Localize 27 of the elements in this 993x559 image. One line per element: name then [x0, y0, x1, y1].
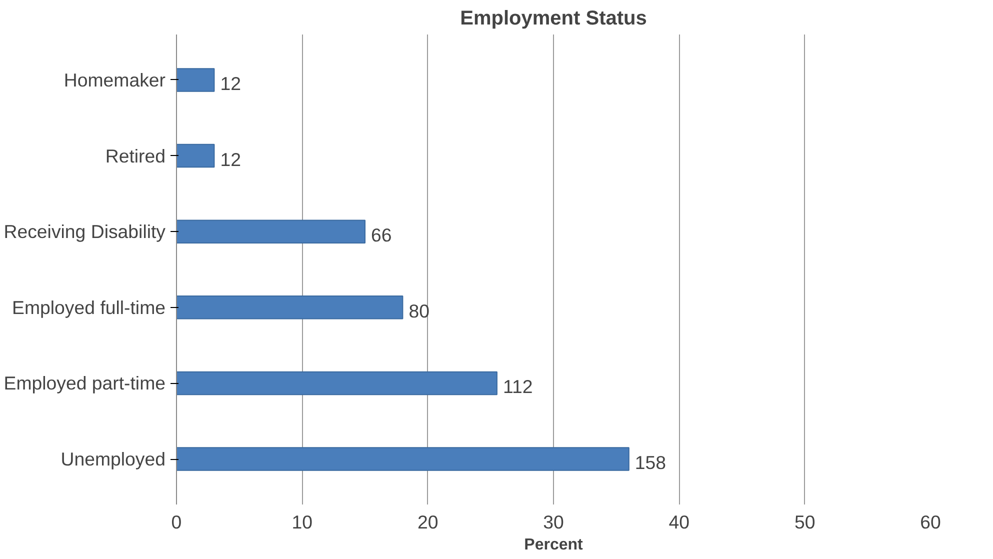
y-tick-label: Homemaker — [64, 69, 166, 90]
x-axis-title: Percent — [524, 536, 584, 554]
bar — [176, 220, 366, 244]
y-tick-label: Unemployed — [60, 448, 166, 470]
annotation: 80 — [408, 300, 430, 322]
annotation: 12 — [220, 148, 241, 170]
x-tick-label: 0 — [171, 512, 182, 532]
y-tick-label: Retired — [105, 145, 166, 166]
x-tick-label: 60 — [920, 512, 941, 532]
bar — [176, 371, 498, 396]
x-tick-label: 50 — [794, 512, 816, 532]
bar — [176, 144, 215, 168]
y-tick-label: Employed part-time — [4, 372, 166, 394]
annotation: 158 — [634, 452, 666, 474]
bar — [176, 447, 630, 471]
annotation: 12 — [220, 72, 241, 94]
x-tick-label: 20 — [417, 512, 438, 532]
y-tick-label: Employed full-time — [12, 296, 166, 318]
x-tick-label: 10 — [292, 512, 313, 532]
annotation: 66 — [371, 224, 392, 246]
chart-title: Employment Status — [460, 8, 647, 30]
bar — [176, 296, 404, 320]
y-tick-label: Receiving Disability — [4, 221, 166, 242]
x-tick-label: 40 — [668, 512, 690, 532]
annotation: 112 — [502, 376, 533, 398]
x-tick-label: 30 — [543, 512, 564, 532]
bar — [176, 68, 215, 92]
